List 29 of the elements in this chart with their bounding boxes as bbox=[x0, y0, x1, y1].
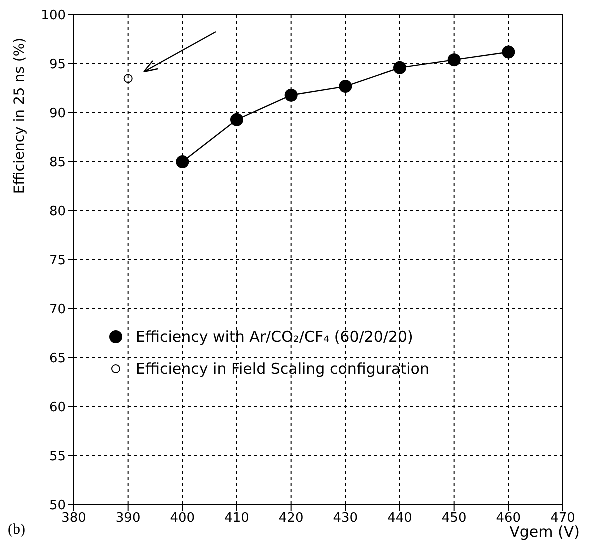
y-axis-title: Efficiency in 25 ns (%) bbox=[12, 38, 28, 194]
point bbox=[502, 46, 516, 59]
point bbox=[284, 88, 298, 102]
y-tick-label: 85 bbox=[49, 156, 66, 171]
point bbox=[448, 54, 461, 67]
y-tick-label: 60 bbox=[49, 400, 66, 416]
y-tick-label: 100 bbox=[41, 8, 66, 24]
point bbox=[339, 80, 352, 94]
point bbox=[124, 74, 133, 84]
x-tick-label: 420 bbox=[278, 511, 304, 526]
x-tick-label: 380 bbox=[62, 511, 86, 526]
y-tick-label: 90 bbox=[49, 106, 66, 122]
y-tick-label: 65 bbox=[49, 352, 66, 367]
y-tick-label: 80 bbox=[49, 204, 66, 220]
x-tick-label: 450 bbox=[442, 511, 467, 526]
point bbox=[176, 156, 190, 168]
point bbox=[394, 61, 406, 74]
x-tick-label: 410 bbox=[224, 511, 250, 526]
point bbox=[230, 113, 244, 126]
x-tick-label: 400 bbox=[170, 511, 196, 526]
y-tick-label: 75 bbox=[49, 254, 66, 269]
text: (b) bbox=[8, 522, 26, 539]
x-tick-label: 390 bbox=[116, 511, 141, 526]
y-tick-label: 95 bbox=[49, 58, 66, 73]
y-tick-label: 70 bbox=[49, 302, 66, 318]
y-tick-label: 55 bbox=[49, 450, 66, 465]
x-tick-label: 440 bbox=[388, 511, 412, 526]
x-tick-label: 430 bbox=[333, 511, 358, 526]
legend-label: Efficiency in Field Scaling configuration bbox=[136, 360, 430, 378]
